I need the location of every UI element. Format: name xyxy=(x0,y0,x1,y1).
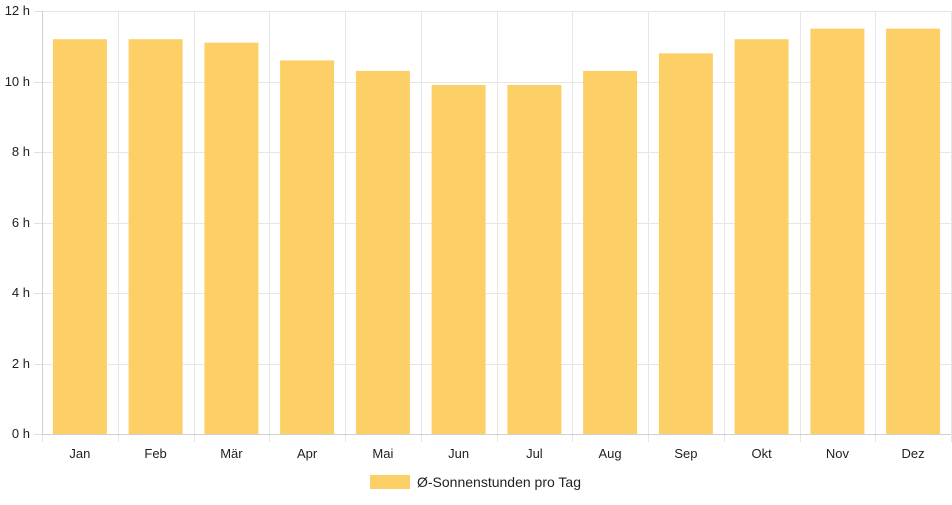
x-tick-label: Aug xyxy=(599,446,622,461)
x-tick-label: Mär xyxy=(220,446,243,461)
x-tick-label: Feb xyxy=(144,446,166,461)
x-tick-label: Jan xyxy=(69,446,90,461)
y-tick-label: 4 h xyxy=(12,285,30,300)
bar-jan[interactable] xyxy=(52,39,107,434)
x-tick-labels: Jan Feb Mär Apr Mai Jun Jul Aug Sep Okt Nov Dez xyxy=(69,446,924,461)
bar-sep[interactable] xyxy=(658,53,713,435)
bar-dez[interactable] xyxy=(886,28,941,434)
x-tick-label: Nov xyxy=(826,446,850,461)
x-tick-label: Jul xyxy=(526,446,543,461)
y-tick-label: 8 h xyxy=(12,144,30,159)
bar-okt[interactable] xyxy=(734,39,789,434)
x-tick-label: Apr xyxy=(297,446,318,461)
bar-apr[interactable] xyxy=(280,60,335,435)
y-tick-label: 10 h xyxy=(5,74,30,89)
bars-group xyxy=(52,28,941,435)
x-tick-label: Okt xyxy=(751,446,772,461)
bar-mär[interactable] xyxy=(204,42,259,434)
y-tick-label: 0 h xyxy=(12,426,30,441)
x-tick-label: Jun xyxy=(448,446,469,461)
y-tick-label: 6 h xyxy=(12,215,30,230)
legend-label[interactable]: Ø-Sonnenstunden pro Tag xyxy=(417,474,581,490)
x-tick-label: Dez xyxy=(902,446,925,461)
x-tick-label: Sep xyxy=(674,446,697,461)
x-tick-label: Mai xyxy=(372,446,393,461)
bar-feb[interactable] xyxy=(128,39,183,434)
bar-nov[interactable] xyxy=(810,28,865,434)
legend[interactable]: Ø-Sonnenstunden pro Tag xyxy=(370,474,581,490)
y-tick-labels: 0 h 2 h 4 h 6 h 8 h 10 h 12 h xyxy=(5,3,30,441)
y-tick-label: 12 h xyxy=(5,3,30,18)
legend-swatch[interactable] xyxy=(370,475,410,489)
bar-mai[interactable] xyxy=(355,70,410,435)
bar-jun[interactable] xyxy=(431,85,486,434)
bar-jul[interactable] xyxy=(507,85,562,434)
axes-group xyxy=(42,11,951,435)
y-tick-label: 2 h xyxy=(12,356,30,371)
bar-aug[interactable] xyxy=(583,70,638,435)
